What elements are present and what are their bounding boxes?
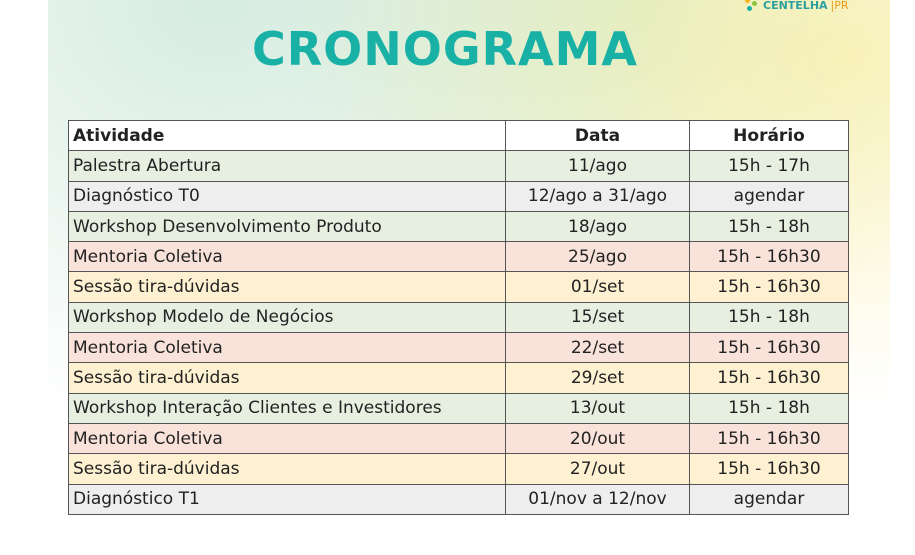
date-cell: 25/ago — [505, 241, 690, 273]
time-cell: 15h - 16h30 — [689, 362, 849, 394]
table-row: Mentoria Coletiva 25/ago 15h - 16h30 — [68, 241, 849, 273]
time-cell: 15h - 18h — [689, 301, 849, 334]
time-cell: 15h - 16h30 — [689, 271, 849, 303]
date-cell: 13/out — [505, 392, 690, 424]
date-cell: 11/ago — [505, 150, 690, 182]
activity-cell: Mentoria Coletiva — [68, 422, 506, 455]
time-cell: 15h - 16h30 — [689, 332, 849, 364]
table-row: Mentoria Coletiva 22/set 15h - 16h30 — [68, 332, 849, 364]
table-row: Sessão tira-dúvidas 01/set 15h - 16h30 — [68, 271, 849, 303]
schedule-table: Atividade Data Horário Palestra Abertura… — [68, 119, 849, 515]
page-title: CRONOGRAMA — [251, 22, 639, 76]
time-cell: 15h - 18h — [689, 210, 849, 243]
activity-cell: Sessão tira-dúvidas — [68, 453, 506, 485]
header-activity: Atividade — [68, 119, 506, 152]
time-cell: agendar — [689, 483, 849, 515]
date-cell: 20/out — [505, 422, 690, 455]
time-cell: 15h - 16h30 — [689, 241, 849, 273]
date-cell: 22/set — [505, 332, 690, 364]
table-row: Workshop Desenvolvimento Produto 18/ago 15… — [68, 210, 849, 243]
header-time: Horário — [689, 119, 849, 152]
table-row: Workshop Interação Clientes e Investidor… — [68, 392, 849, 424]
table-row: Sessão tira-dúvidas 29/set 15h - 16h30 — [68, 362, 849, 394]
table-header-row: Atividade Data Horário — [68, 119, 849, 152]
date-cell: 27/out — [505, 453, 690, 485]
table-row: Diagnóstico T0 12/ago a 31/ago agendar — [68, 180, 849, 212]
table-row: Diagnóstico T1 01/nov a 12/nov agendar — [68, 483, 849, 515]
activity-cell: Sessão tira-dúvidas — [68, 362, 506, 394]
date-cell: 12/ago a 31/ago — [505, 180, 690, 212]
time-cell: 15h - 16h30 — [689, 422, 849, 455]
activity-cell: Palestra Abertura — [68, 150, 506, 182]
header-date: Data — [505, 119, 690, 152]
table-row: Sessão tira-dúvidas 27/out 15h - 16h30 — [68, 453, 849, 485]
date-cell: 15/set — [505, 301, 690, 334]
activity-cell: Diagnóstico T0 — [68, 180, 506, 212]
spark-icon — [745, 0, 759, 12]
date-cell: 29/set — [505, 362, 690, 394]
activity-cell: Diagnóstico T1 — [68, 483, 506, 515]
date-cell: 18/ago — [505, 210, 690, 243]
time-cell: agendar — [689, 180, 849, 212]
time-cell: 15h - 16h30 — [689, 453, 849, 485]
table-row: Workshop Modelo de Negócios 15/set 15h - 1… — [68, 301, 849, 334]
table-row: Palestra Abertura 11/ago 15h - 17h — [68, 150, 849, 182]
time-cell: 15h - 18h — [689, 392, 849, 424]
centelha-logo: CENTELHA |PR — [745, 0, 849, 16]
activity-cell: Workshop Modelo de Negócios — [68, 301, 506, 334]
activity-cell: Mentoria Coletiva — [68, 241, 506, 273]
activity-cell: Mentoria Coletiva — [68, 332, 506, 364]
date-cell: 01/set — [505, 271, 690, 303]
logo-text: CENTELHA |PR — [763, 0, 849, 12]
activity-cell: Workshop Interação Clientes e Investidor… — [68, 392, 506, 424]
time-cell: 15h - 17h — [689, 150, 849, 182]
date-cell: 01/nov a 12/nov — [505, 483, 690, 515]
table-row: Mentoria Coletiva 20/out 15h - 16h30 — [68, 422, 849, 455]
activity-cell: Sessão tira-dúvidas — [68, 271, 506, 303]
activity-cell: Workshop Desenvolvimento Produto — [68, 210, 506, 243]
